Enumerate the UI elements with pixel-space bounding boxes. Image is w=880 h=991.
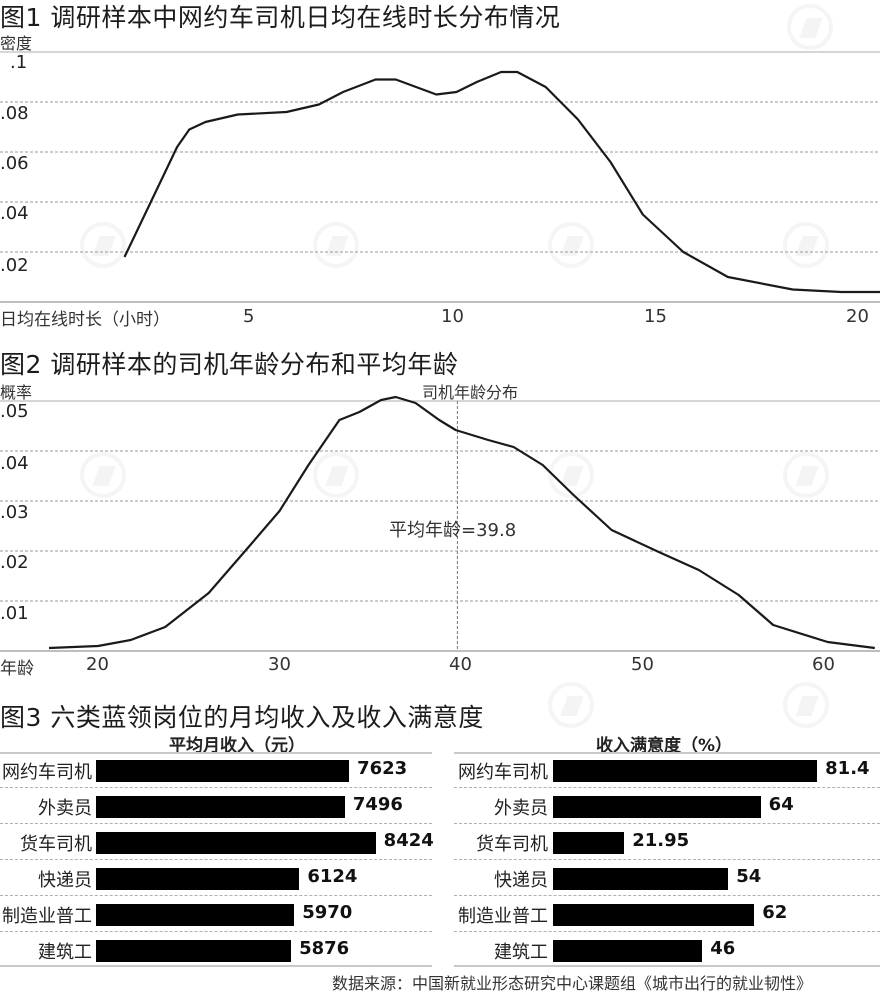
figure-1-plot <box>0 51 880 303</box>
bar <box>96 868 300 890</box>
figure-2-legend: 司机年龄分布 <box>422 383 519 402</box>
category-label: 快递员 <box>494 870 548 891</box>
bar <box>96 940 292 962</box>
satisfaction-panel-header: 收入满意度（%） <box>596 736 733 756</box>
category-label: 建筑工 <box>38 942 92 963</box>
figure-1-ytick: .02 <box>0 255 29 276</box>
category-label: 外卖员 <box>38 798 92 819</box>
category-label: 网约车司机 <box>2 762 92 783</box>
watermark-icon <box>80 452 126 498</box>
figure-2-y-axis-title: 概率 <box>0 383 33 402</box>
bar <box>96 832 376 854</box>
watermark-icon <box>80 222 126 268</box>
category-label: 网约车司机 <box>458 762 548 783</box>
figure-2-title: 图2 调研样本的司机年龄分布和平均年龄 <box>0 350 459 379</box>
value-label: 64 <box>768 794 794 815</box>
watermark-icon <box>548 682 594 728</box>
category-label: 货车司机 <box>20 834 92 855</box>
category-label: 制造业普工 <box>2 906 92 927</box>
category-label: 货车司机 <box>476 834 548 855</box>
row-divider <box>454 895 880 896</box>
figure-1-title: 图1 调研样本中网约车司机日均在线时长分布情况 <box>0 3 561 32</box>
watermark-icon <box>787 4 833 50</box>
figure-1-ytick: .1 <box>10 52 28 73</box>
value-label: 7623 <box>357 758 408 779</box>
figure-1-ytick: .06 <box>0 153 29 174</box>
value-label: 21.95 <box>632 830 690 851</box>
figure-1-xtick: 10 <box>441 306 464 327</box>
figure-2-xtick: 40 <box>449 654 472 675</box>
watermark-icon <box>548 452 594 498</box>
figure-2-xtick: 50 <box>631 654 654 675</box>
figure-1-xtick: 20 <box>846 306 869 327</box>
figure-2-xtick: 20 <box>86 654 109 675</box>
watermark-icon <box>783 222 829 268</box>
row-divider <box>454 859 880 860</box>
value-label: 5970 <box>302 902 353 923</box>
bar <box>553 868 729 890</box>
bar <box>553 904 755 926</box>
value-label: 5876 <box>299 938 350 959</box>
figure-2-ytick: .02 <box>0 552 29 573</box>
figure-2-xtick: 60 <box>812 654 835 675</box>
watermark-icon <box>783 452 829 498</box>
figure-2-plot <box>0 395 880 652</box>
row-divider <box>0 823 432 824</box>
row-divider <box>454 931 880 932</box>
value-label: 62 <box>762 902 788 923</box>
figure-2-x-axis-title: 年龄 <box>0 659 34 679</box>
value-label: 7496 <box>352 794 403 815</box>
watermark-icon <box>548 222 594 268</box>
satisfaction-panel-top-rule <box>454 752 880 754</box>
category-label: 制造业普工 <box>458 906 548 927</box>
figure-1-xtick: 5 <box>243 306 255 327</box>
figure-2-ytick: .01 <box>0 603 29 624</box>
watermark-icon <box>783 682 829 728</box>
row-divider <box>0 931 432 932</box>
row-divider <box>0 787 432 788</box>
value-label: 8424 <box>383 830 434 851</box>
row-divider <box>454 823 880 824</box>
bar <box>553 796 761 818</box>
category-label: 建筑工 <box>494 942 548 963</box>
value-label: 46 <box>710 938 736 959</box>
value-label: 81.4 <box>825 758 870 779</box>
income-panel-top-rule <box>0 752 432 754</box>
figure-1-x-axis-title: 日均在线时长（小时） <box>0 310 170 330</box>
bar <box>553 832 625 854</box>
income-panel-bottom-rule <box>0 965 432 967</box>
figure-1-y-axis-title: 密度 <box>0 34 33 53</box>
income-panel-header: 平均月收入（元） <box>169 736 305 756</box>
figure-1-ytick: .08 <box>0 103 29 124</box>
figure-2-ytick: .05 <box>0 401 29 422</box>
figure-2-xtick: 30 <box>268 654 291 675</box>
figure-2-mean-annotation: 平均年龄=39.8 <box>389 520 517 541</box>
figure-2-ytick: .03 <box>0 502 29 523</box>
figure-2-ytick: .04 <box>0 453 29 474</box>
satisfaction-panel-bottom-rule <box>454 965 880 967</box>
watermark-icon <box>313 452 359 498</box>
row-divider <box>0 895 432 896</box>
row-divider <box>0 859 432 860</box>
figure-1-density-line <box>123 70 880 294</box>
bar <box>96 796 345 818</box>
figure-1-xtick: 15 <box>644 306 667 327</box>
bar <box>553 760 818 782</box>
row-divider <box>454 787 880 788</box>
category-label: 外卖员 <box>494 798 548 819</box>
category-label: 快递员 <box>38 870 92 891</box>
value-label: 6124 <box>307 866 358 887</box>
data-source-note: 数据来源：中国新就业形态研究中心课题组《城市出行的就业韧性》 <box>332 974 813 991</box>
bar <box>96 904 295 926</box>
watermark-icon <box>313 222 359 268</box>
bar <box>96 760 350 782</box>
figure-3-title: 图3 六类蓝领岗位的月均收入及收入满意度 <box>0 703 484 732</box>
figure-1-ytick: .04 <box>0 203 29 224</box>
bar <box>553 940 703 962</box>
figure-2-age-distribution-line <box>48 395 875 650</box>
value-label: 54 <box>736 866 762 887</box>
